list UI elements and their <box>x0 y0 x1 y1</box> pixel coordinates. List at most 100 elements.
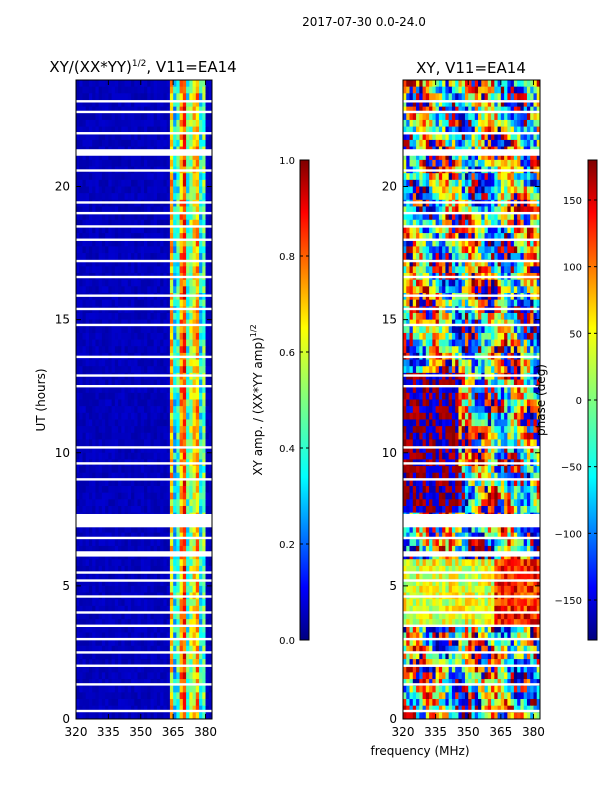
heatmap-cell <box>98 339 103 347</box>
heatmap-cell <box>88 625 93 634</box>
heatmap-cell <box>127 226 132 234</box>
heatmap-cell <box>134 479 139 487</box>
heatmap-cell <box>85 585 90 594</box>
heatmap-cell <box>88 539 93 547</box>
heatmap-cell <box>118 665 122 674</box>
heatmap-cell <box>160 539 165 547</box>
heatmap-cell <box>166 559 171 567</box>
heatmap-cell <box>468 159 473 168</box>
heatmap-cell <box>205 679 210 687</box>
heatmap-cell <box>192 153 197 161</box>
heatmap-cell <box>134 399 139 407</box>
heatmap-cell <box>105 525 109 534</box>
heatmap-cell <box>105 392 109 401</box>
amplitude-ylabel: UT (hours) <box>34 368 48 431</box>
heatmap-cell <box>124 499 129 507</box>
heatmap-cell <box>179 652 184 660</box>
heatmap-cell <box>85 286 90 294</box>
heatmap-cell <box>195 672 200 680</box>
heatmap-cell <box>131 119 135 128</box>
heatmap-cell <box>144 705 148 713</box>
heatmap-cell <box>192 253 197 261</box>
heatmap-cell <box>131 226 135 234</box>
heatmap-cell <box>105 213 109 221</box>
heatmap-cell <box>403 93 407 101</box>
heatmap-cell <box>156 332 161 341</box>
heatmap-cell <box>111 645 116 654</box>
heatmap-cell <box>76 359 80 367</box>
heatmap-cell <box>474 153 479 161</box>
heatmap-cell <box>76 253 80 261</box>
heatmap-cell <box>435 106 440 114</box>
heatmap-cell <box>163 239 168 248</box>
heatmap-cell <box>182 665 187 674</box>
heatmap-cell <box>131 585 135 594</box>
heatmap-cell <box>92 486 97 494</box>
heatmap-cell <box>182 279 187 287</box>
heatmap-cell <box>101 652 106 660</box>
heatmap-cell <box>186 612 190 620</box>
heatmap-cell <box>412 99 417 108</box>
heatmap-cell <box>432 133 437 141</box>
heatmap-cell <box>134 339 139 347</box>
heatmap-cell <box>111 119 116 128</box>
heatmap-cell <box>202 406 207 414</box>
heatmap-cell <box>98 432 103 441</box>
heatmap-cell <box>134 359 139 367</box>
heatmap-cell <box>500 99 505 108</box>
heatmap-cell <box>468 186 473 194</box>
heatmap-cell <box>186 93 190 101</box>
heatmap-cell <box>173 239 177 248</box>
heatmap-cell <box>124 186 129 194</box>
heatmap-cell <box>451 86 456 94</box>
heatmap-cell <box>517 86 522 94</box>
heatmap-cell <box>137 692 142 700</box>
heatmap-cell <box>189 645 194 654</box>
heatmap-cell <box>478 193 482 201</box>
heatmap-cell <box>435 186 440 194</box>
heatmap-cell <box>85 406 90 414</box>
heatmap-cell <box>536 133 540 141</box>
heatmap-cell <box>101 446 106 454</box>
heatmap-cell <box>153 266 158 274</box>
heatmap-cell <box>85 605 90 614</box>
heatmap-cell <box>173 599 177 607</box>
heatmap-cell <box>118 712 122 719</box>
heatmap-cell <box>523 193 528 201</box>
heatmap-cell <box>419 126 424 134</box>
heatmap-cell <box>173 113 177 121</box>
heatmap-cell <box>101 472 106 480</box>
heatmap-cell <box>179 106 184 114</box>
heatmap-cell <box>186 173 190 181</box>
heatmap-cell <box>134 712 139 719</box>
heatmap-cell <box>202 659 207 667</box>
heatmap-cell <box>95 692 100 700</box>
heatmap-cell <box>176 619 181 627</box>
heatmap-cell <box>95 173 100 181</box>
heatmap-cell <box>189 113 194 121</box>
heatmap-cell <box>131 86 135 94</box>
heatmap-cell <box>144 659 148 667</box>
heatmap-cell <box>189 299 194 307</box>
heatmap-cell <box>137 326 142 334</box>
heatmap-cell <box>208 612 212 620</box>
heatmap-cell <box>108 499 113 507</box>
heatmap-cell <box>101 419 106 427</box>
heatmap-cell <box>160 645 165 654</box>
heatmap-cell <box>131 179 135 188</box>
heatmap-cell <box>137 712 142 719</box>
heatmap-cell <box>137 239 142 248</box>
heatmap-cell <box>85 213 90 221</box>
heatmap-cell <box>101 639 106 647</box>
heatmap-cell <box>173 612 177 620</box>
heatmap-cell <box>131 339 135 347</box>
heatmap-cell <box>507 106 512 114</box>
heatmap-cell <box>474 133 479 141</box>
heatmap-cell <box>176 179 181 188</box>
heatmap-cell <box>491 159 495 168</box>
heatmap-cell <box>176 299 181 307</box>
heatmap-cell <box>195 206 200 214</box>
heatmap-cell <box>163 419 168 427</box>
heatmap-cell <box>124 419 129 427</box>
heatmap-cell <box>95 379 100 387</box>
